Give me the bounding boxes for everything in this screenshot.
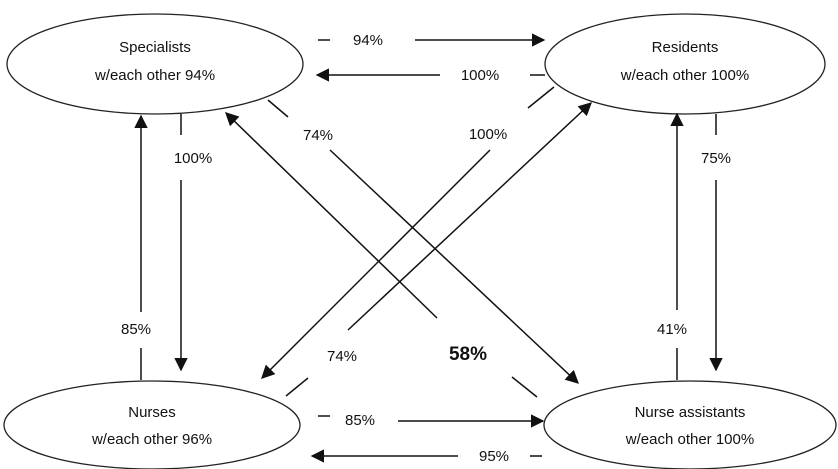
edge-label-specialists-to-residents: 94% bbox=[353, 32, 383, 49]
edge-label-residents-to-nurse-assistants: 75% bbox=[701, 150, 731, 167]
node-residents-title: Residents bbox=[652, 39, 719, 56]
edge-label-nurse-assistants-to-residents: 41% bbox=[657, 321, 687, 338]
edge-label-specialists-to-nurse-assistants: 74% bbox=[303, 127, 333, 144]
node-nurses-subtitle: w/each other 96% bbox=[91, 431, 212, 448]
edge-label-nurses-to-residents: 74% bbox=[327, 348, 357, 365]
edge-specialists-to-nurses: 100% bbox=[174, 114, 212, 372]
edge-nurses-to-nurse-assistants: 85% bbox=[318, 412, 545, 429]
node-residents-subtitle: w/each other 100% bbox=[620, 67, 749, 84]
edge-residents-to-nurses: 100% bbox=[261, 86, 555, 379]
edge-specialists-to-residents: 94% bbox=[318, 32, 546, 49]
node-residents: Residents w/each other 100% bbox=[544, 13, 826, 115]
edge-specialists-to-nurse-assistants: 74% bbox=[267, 99, 579, 384]
edge-nurse-assistants-to-residents: 41% bbox=[657, 112, 687, 380]
edge-nurses-to-specialists: 85% bbox=[121, 114, 151, 380]
node-nurses: Nurses w/each other 96% bbox=[3, 380, 301, 469]
edge-nurse-assistants-to-specialists: 58% bbox=[225, 112, 538, 398]
edge-nurses-to-residents: 74% bbox=[285, 102, 592, 397]
node-nurse-assistants: Nurse assistants w/each other 100% bbox=[543, 380, 837, 469]
edge-label-nurse-assistants-to-specialists: 58% bbox=[449, 344, 487, 365]
node-nurse-assistants-subtitle: w/each other 100% bbox=[625, 431, 754, 448]
edge-label-nurse-assistants-to-nurses: 95% bbox=[479, 448, 509, 465]
node-specialists: Specialists w/each other 94% bbox=[6, 13, 304, 115]
edge-nurse-assistants-to-nurses: 95% bbox=[310, 448, 542, 465]
node-nurse-assistants-title: Nurse assistants bbox=[635, 404, 746, 421]
edge-label-nurses-to-nurse-assistants: 85% bbox=[345, 412, 375, 429]
node-nurses-title: Nurses bbox=[128, 404, 176, 421]
node-specialists-subtitle: w/each other 94% bbox=[94, 67, 215, 84]
edge-residents-to-specialists: 100% bbox=[315, 67, 545, 84]
edge-label-specialists-to-nurses: 100% bbox=[174, 150, 212, 167]
node-specialists-title: Specialists bbox=[119, 39, 191, 56]
edge-residents-to-nurse-assistants: 75% bbox=[701, 114, 731, 372]
edge-label-nurses-to-specialists: 85% bbox=[121, 321, 151, 338]
edge-label-residents-to-specialists: 100% bbox=[461, 67, 499, 84]
edge-label-residents-to-nurses: 100% bbox=[469, 126, 507, 143]
